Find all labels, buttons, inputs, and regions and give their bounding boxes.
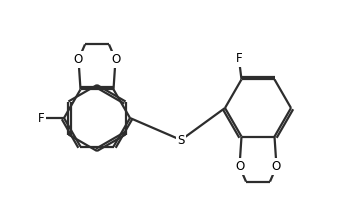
Text: S: S bbox=[177, 134, 185, 146]
Text: F: F bbox=[38, 112, 44, 124]
Text: O: O bbox=[272, 160, 281, 173]
Text: F: F bbox=[236, 52, 243, 65]
Text: O: O bbox=[74, 53, 83, 66]
Text: O: O bbox=[111, 53, 120, 66]
Text: O: O bbox=[235, 160, 244, 173]
